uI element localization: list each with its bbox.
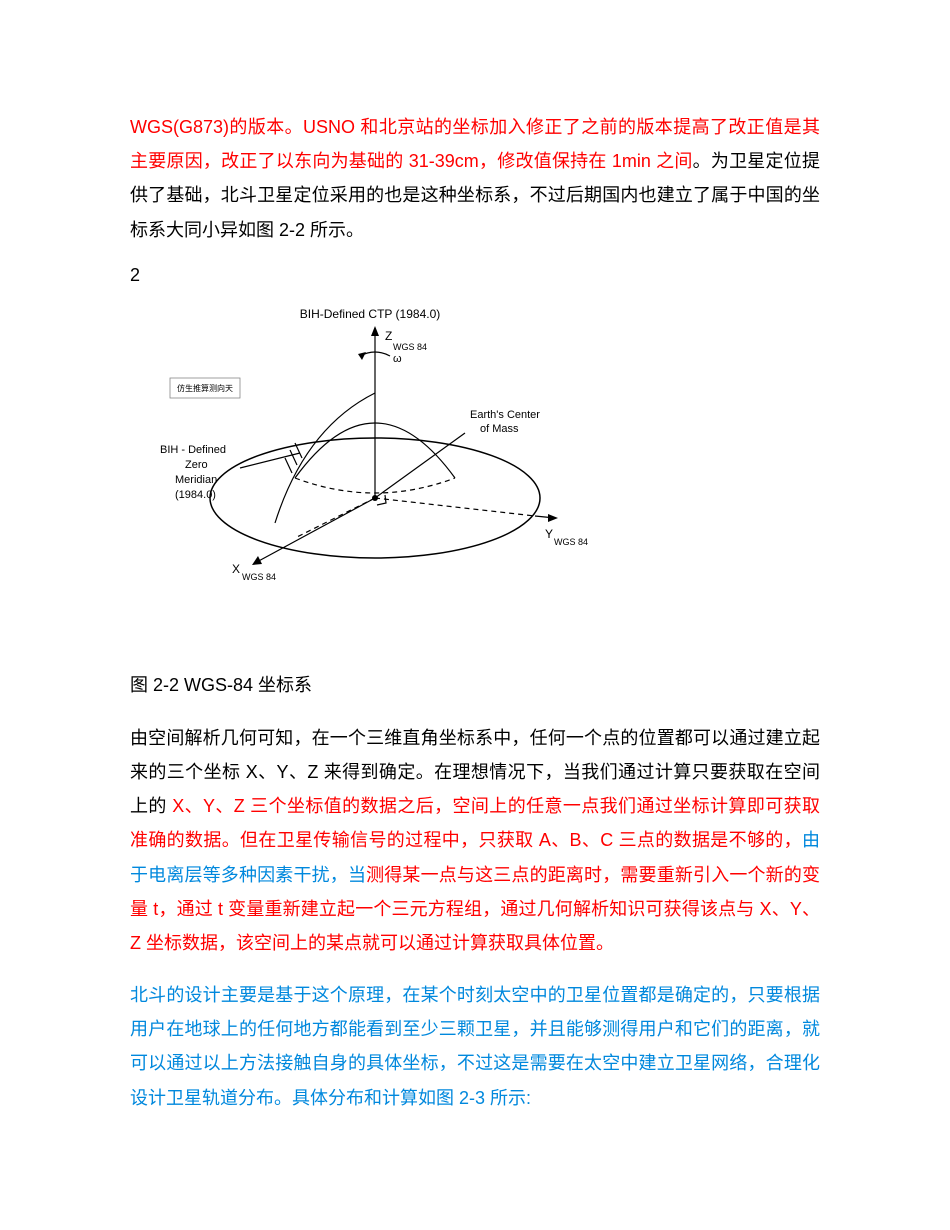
top-label: BIH-Defined CTP (1984.0) [300, 307, 441, 321]
wgs84-coordinate-diagram: BIH-Defined CTP (1984.0) Z WGS 84 ω 仿生推算… [130, 298, 610, 638]
paragraph-1: WGS(G873)的版本。USNO 和北京站的坐标加入修正了之前的版本提高了改正… [130, 110, 820, 247]
hatch-2 [290, 450, 297, 465]
z-subscript: WGS 84 [393, 342, 427, 352]
meridian-4: (1984.0) [175, 489, 216, 501]
figure-caption: 图 2-2 WGS-84 坐标系 [130, 671, 820, 697]
x-dash-inner [295, 498, 375, 538]
annotation-text: 仿生推算测向天 [177, 383, 233, 393]
z-arrow [371, 326, 379, 336]
x-subscript: WGS 84 [242, 572, 276, 582]
x-axis-line [255, 498, 375, 563]
hatch-3 [285, 458, 292, 473]
earth-center-2: of Mass [480, 423, 519, 435]
p3-span1: 北斗的设计主要是基于这个原理，在某个时刻太空中的卫星位置都是确定的，只要根据用户… [130, 985, 820, 1108]
x-label: X [232, 562, 240, 576]
right-angle [377, 495, 386, 505]
earth-center-1: Earth's Center [470, 409, 540, 421]
y-label: Y [545, 527, 553, 541]
meridian-3: Meridian [175, 474, 217, 486]
paragraph-3: 北斗的设计主要是基于这个原理，在某个时刻太空中的卫星位置都是确定的，只要根据用户… [130, 978, 820, 1115]
meridian-1: BIH - Defined [160, 444, 226, 456]
y-subscript: WGS 84 [554, 537, 588, 547]
y-arrow [548, 514, 558, 522]
p2-span2: X、Y、Z 三个坐标值的数据之后，空间上的任意一点我们通过坐标计算即可获取准确的… [130, 796, 820, 850]
y-axis-dash [375, 498, 535, 516]
figure-wgs84-diagram: BIH-Defined CTP (1984.0) Z WGS 84 ω 仿生推算… [130, 298, 610, 643]
omega-label: ω [393, 353, 402, 365]
meridian-arc [275, 393, 375, 523]
paragraph-2: 由空间解析几何可知，在一个三维直角坐标系中，任何一个点的位置都可以通过建立起来的… [130, 721, 820, 960]
rotation-arrow [358, 352, 366, 360]
z-label: Z [385, 329, 392, 343]
meridian-pointer [240, 453, 300, 468]
meridian-2: Zero [185, 459, 208, 471]
page-number: 2 [130, 265, 820, 286]
